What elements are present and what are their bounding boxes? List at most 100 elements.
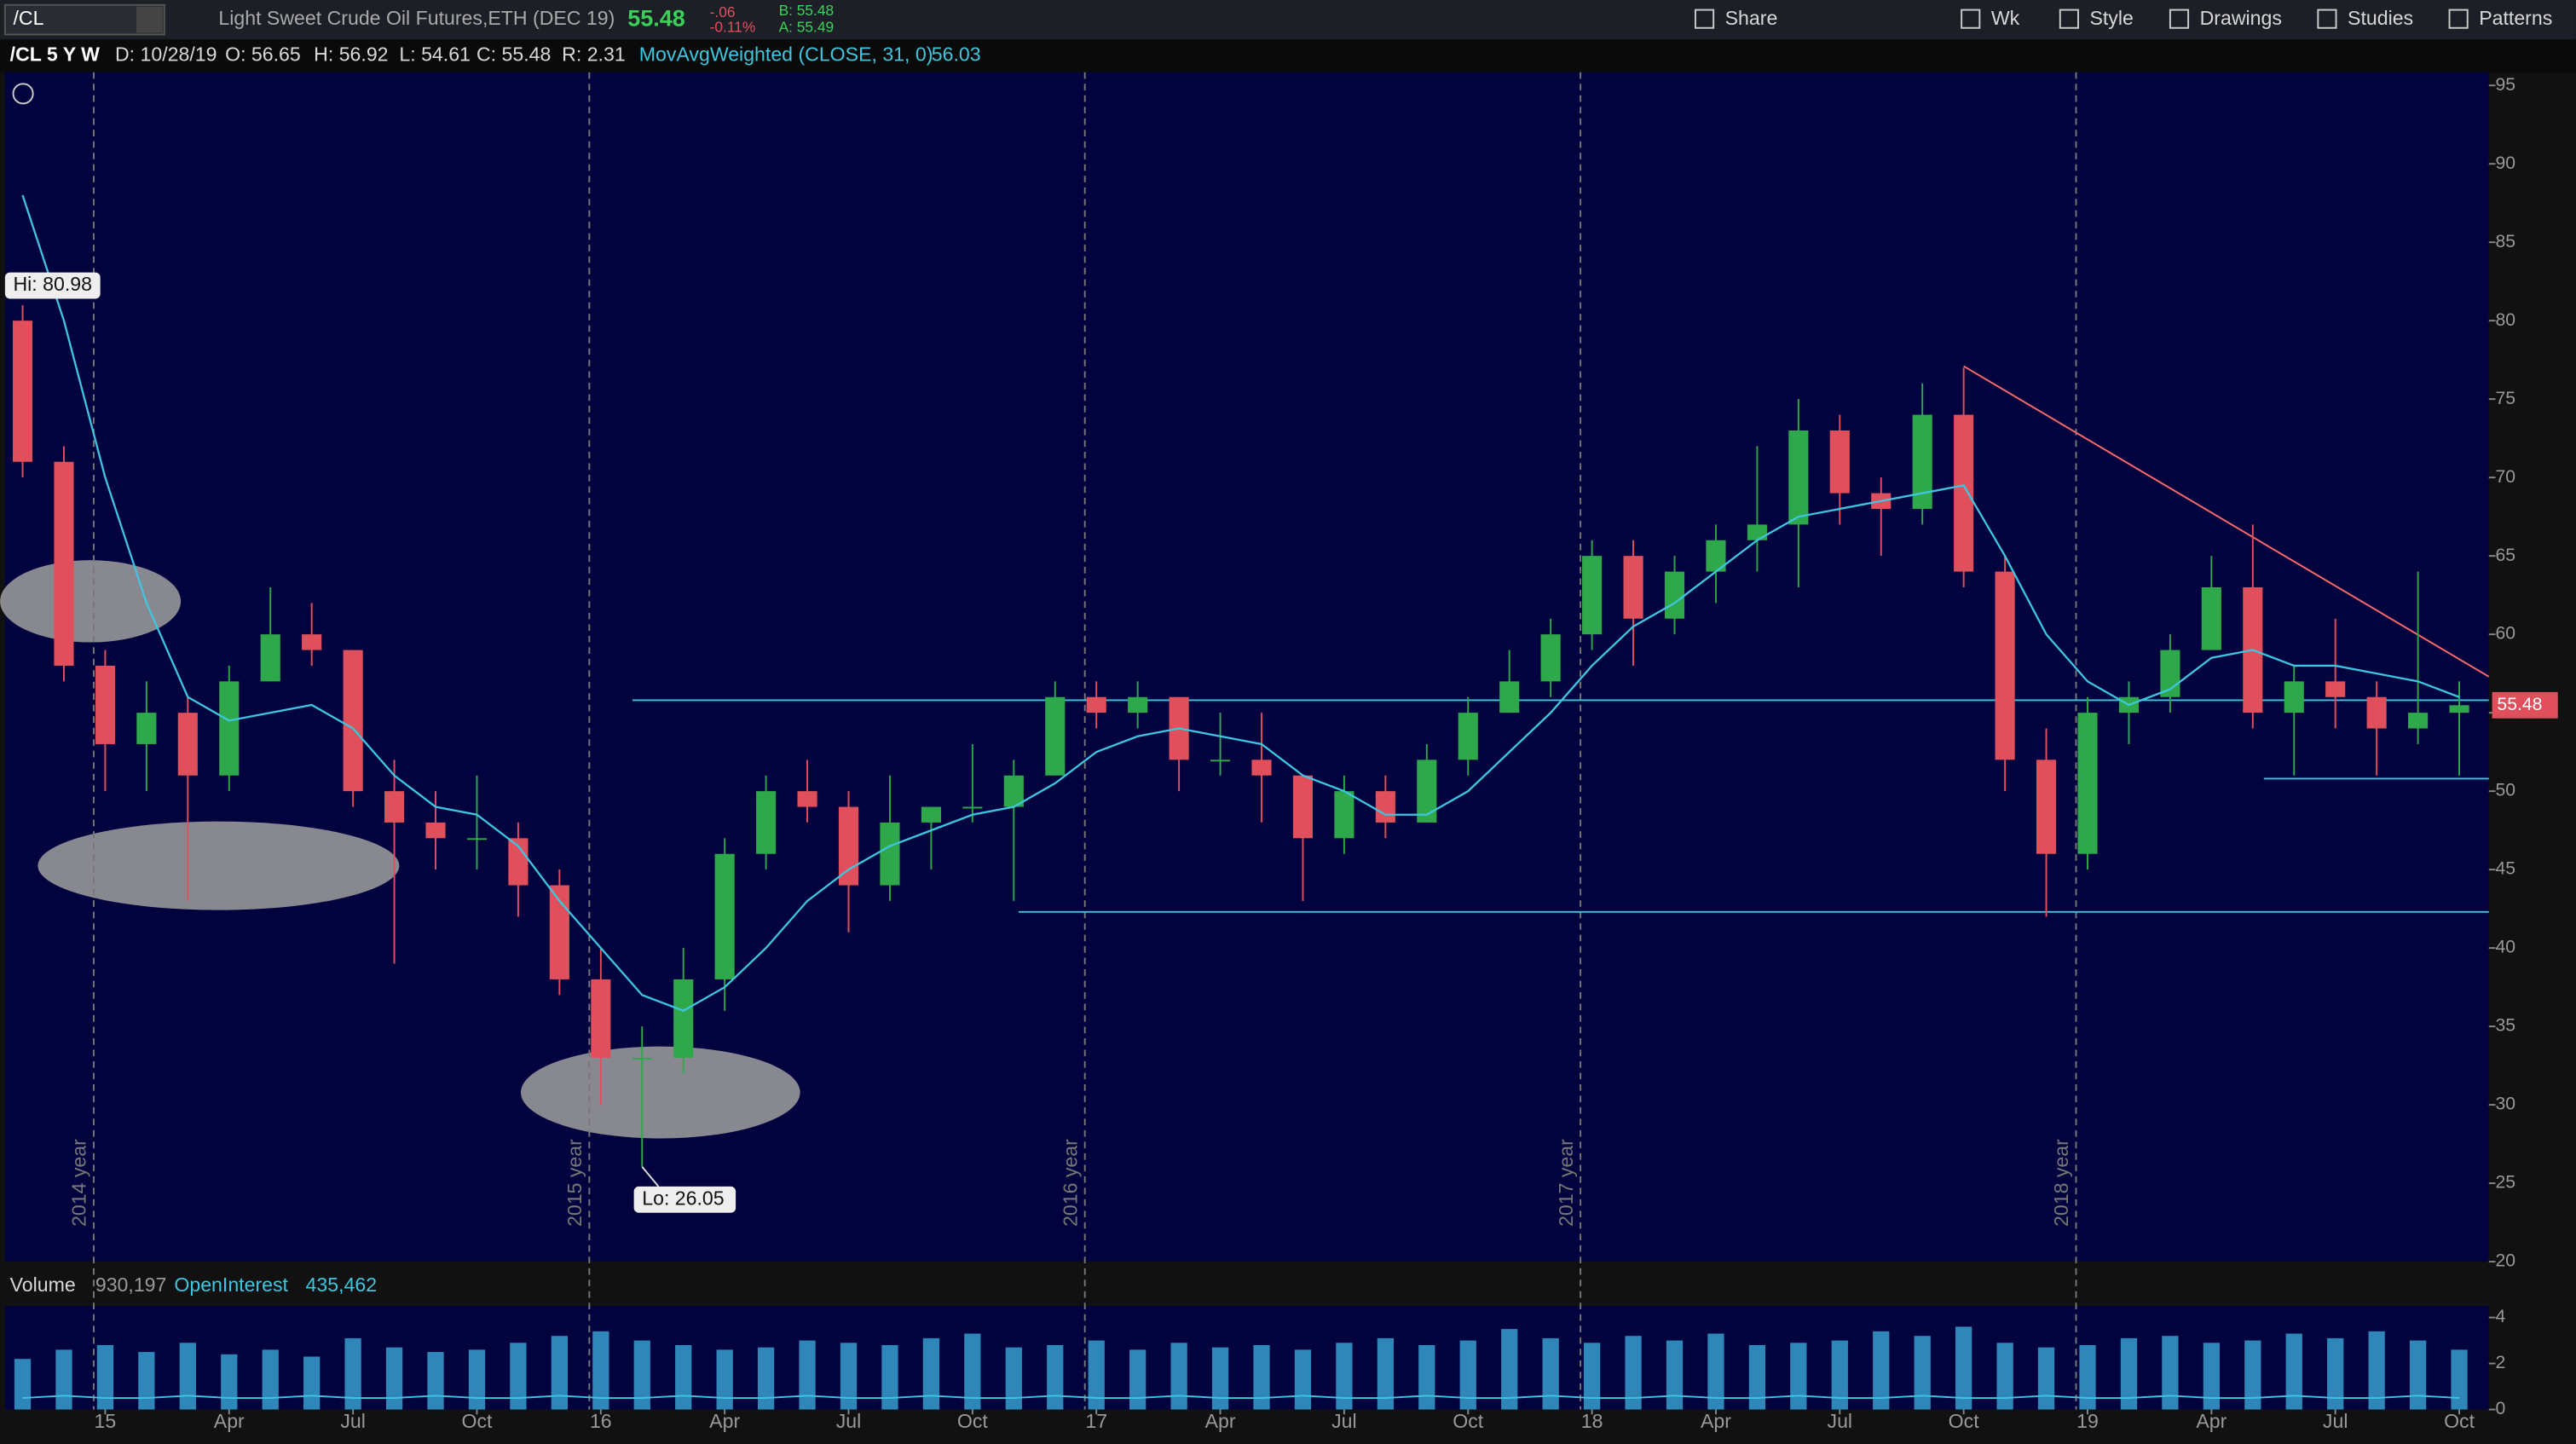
y-tick-label: 85	[2495, 232, 2515, 251]
x-tick-label: Jul	[1331, 1410, 1357, 1432]
toolbar	[0, 0, 2576, 40]
open: O: 56.65	[225, 43, 301, 66]
symbol[interactable]: /CL	[14, 7, 44, 29]
year-label: 2016 year	[1059, 1139, 1081, 1227]
candle-body	[797, 791, 817, 807]
candle-body	[673, 979, 694, 1058]
year-label: 2018 year	[2050, 1139, 2072, 1227]
header-bar	[0, 39, 2576, 72]
volume-bar	[1625, 1336, 1642, 1410]
toolbar-button[interactable]: Share	[1725, 7, 1778, 29]
toolbar-button[interactable]: Studies	[2348, 7, 2413, 29]
volume-bar	[385, 1347, 403, 1410]
volume-bar	[1955, 1326, 1972, 1410]
volume-bar	[964, 1333, 981, 1410]
x-tick-label: 18	[1581, 1410, 1603, 1432]
candle-body	[508, 838, 528, 886]
toolbar-button-icon[interactable]	[2448, 9, 2469, 29]
volume-bar	[1088, 1340, 1105, 1410]
ask: A: 55.49	[779, 18, 835, 35]
candle-body	[1540, 634, 1561, 682]
y-tick-label: 95	[2495, 75, 2515, 95]
toolbar-button-icon[interactable]	[2059, 9, 2079, 29]
candle-body	[1375, 791, 1395, 823]
candle-body	[177, 713, 198, 776]
volume-bar	[1129, 1349, 1146, 1410]
moving-average	[21, 194, 2460, 1012]
volume-bar	[881, 1344, 898, 1410]
volume-bar	[2327, 1337, 2344, 1410]
candle-body	[1912, 414, 1932, 509]
close: C: 55.48	[477, 43, 551, 66]
candle-body	[1417, 760, 1437, 823]
candle-body	[1003, 775, 1024, 807]
volume-bar	[551, 1336, 569, 1410]
candle-body	[343, 650, 363, 792]
y-tick-label: 25	[2495, 1173, 2515, 1193]
candle-body	[1292, 775, 1314, 839]
toolbar-button-icon[interactable]	[1694, 9, 1715, 29]
candle-body	[591, 979, 611, 1058]
toolbar-button-icon[interactable]	[2169, 9, 2190, 29]
volume-bar	[1707, 1333, 1724, 1410]
lo-label: Lo: 26.05	[642, 1187, 724, 1209]
volume-y-tick-label: 2	[2495, 1353, 2505, 1372]
volume-bar	[468, 1349, 486, 1410]
drawing-ellipse	[38, 821, 400, 910]
bid: B: 55.48	[779, 2, 835, 19]
volume-bar	[55, 1349, 72, 1410]
candle-body	[1747, 524, 1767, 540]
y-tick-label: 90	[2495, 153, 2515, 173]
volume-y-tick-label: 0	[2495, 1399, 2505, 1418]
candle-body	[466, 838, 488, 840]
study-name: MovAvgWeighted (CLOSE, 31, 0)	[639, 43, 933, 66]
volume-bar	[592, 1331, 609, 1410]
candle-body	[384, 791, 405, 823]
info-icon[interactable]	[12, 83, 34, 105]
volume-bar	[1047, 1344, 1064, 1410]
toolbar-button-icon[interactable]	[2317, 9, 2337, 29]
volume-bar	[2162, 1336, 2179, 1410]
candle-body	[2325, 681, 2346, 697]
volume-bar	[2451, 1349, 2468, 1410]
candle-body	[714, 853, 735, 979]
candle-body	[1995, 571, 2015, 760]
candle-body	[1706, 540, 1726, 572]
volume-y-tick-label: 4	[2495, 1307, 2505, 1326]
symbol-dropdown[interactable]	[136, 6, 163, 33]
year-label: 2015 year	[563, 1139, 586, 1227]
x-tick-label: Apr	[214, 1410, 245, 1432]
y-tick-label: 40	[2495, 938, 2515, 957]
y-tick-label: 20	[2495, 1251, 2515, 1271]
volume-bar	[96, 1344, 114, 1410]
volume-bar	[1873, 1331, 1890, 1410]
volume-bar	[1294, 1349, 1312, 1410]
y-tick-label: 70	[2495, 467, 2515, 487]
x-tick-label: Apr	[1205, 1410, 1236, 1432]
x-tick-label: Oct	[1453, 1410, 1484, 1432]
candle-body	[95, 665, 115, 744]
candle-body	[838, 806, 859, 886]
candle-body	[2077, 713, 2098, 854]
candle-body	[1829, 430, 1850, 494]
x-tick-label: 15	[95, 1410, 117, 1432]
candle-body	[1086, 696, 1106, 713]
toolbar-button[interactable]: Style	[2089, 7, 2133, 29]
x-tick-label: Apr	[2196, 1410, 2227, 1432]
candle-body	[880, 822, 900, 886]
x-tick-label: 19	[2076, 1410, 2099, 1432]
volume-pane	[4, 1306, 2489, 1410]
candle-body	[1623, 556, 1643, 619]
toolbar-button[interactable]: Drawings	[2200, 7, 2282, 29]
candle-body	[756, 791, 777, 854]
volume-bar	[14, 1359, 32, 1410]
toolbar-button[interactable]: Wk	[1991, 7, 2020, 29]
volume-title: Volume	[10, 1274, 76, 1296]
toolbar-button-icon[interactable]	[1961, 9, 1981, 29]
x-tick-label: Oct	[2444, 1410, 2475, 1432]
toolbar-button[interactable]: Patterns	[2479, 7, 2552, 29]
volume-bar	[262, 1349, 279, 1410]
candle-body	[12, 321, 33, 462]
candle-body	[2366, 696, 2387, 729]
x-tick-label: Oct	[1949, 1410, 1980, 1432]
